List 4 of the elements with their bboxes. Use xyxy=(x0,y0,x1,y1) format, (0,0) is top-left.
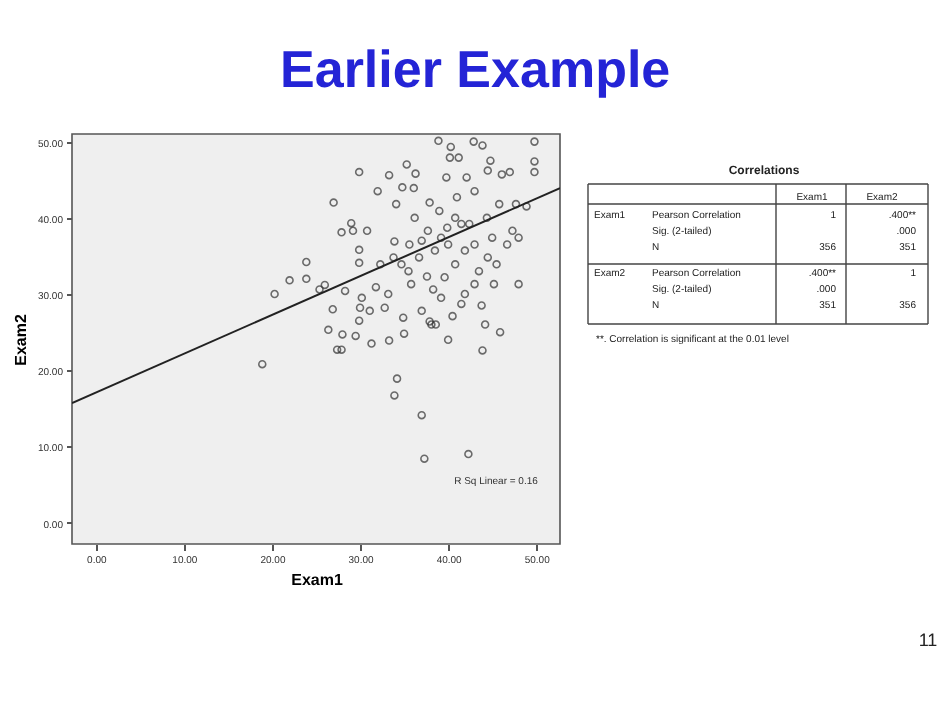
y-axis-title: Exam2 xyxy=(11,313,30,366)
chart-title: Earlier Example xyxy=(280,39,671,100)
x-axis-title: Exam1 xyxy=(291,571,344,589)
text: 11 xyxy=(918,630,938,650)
